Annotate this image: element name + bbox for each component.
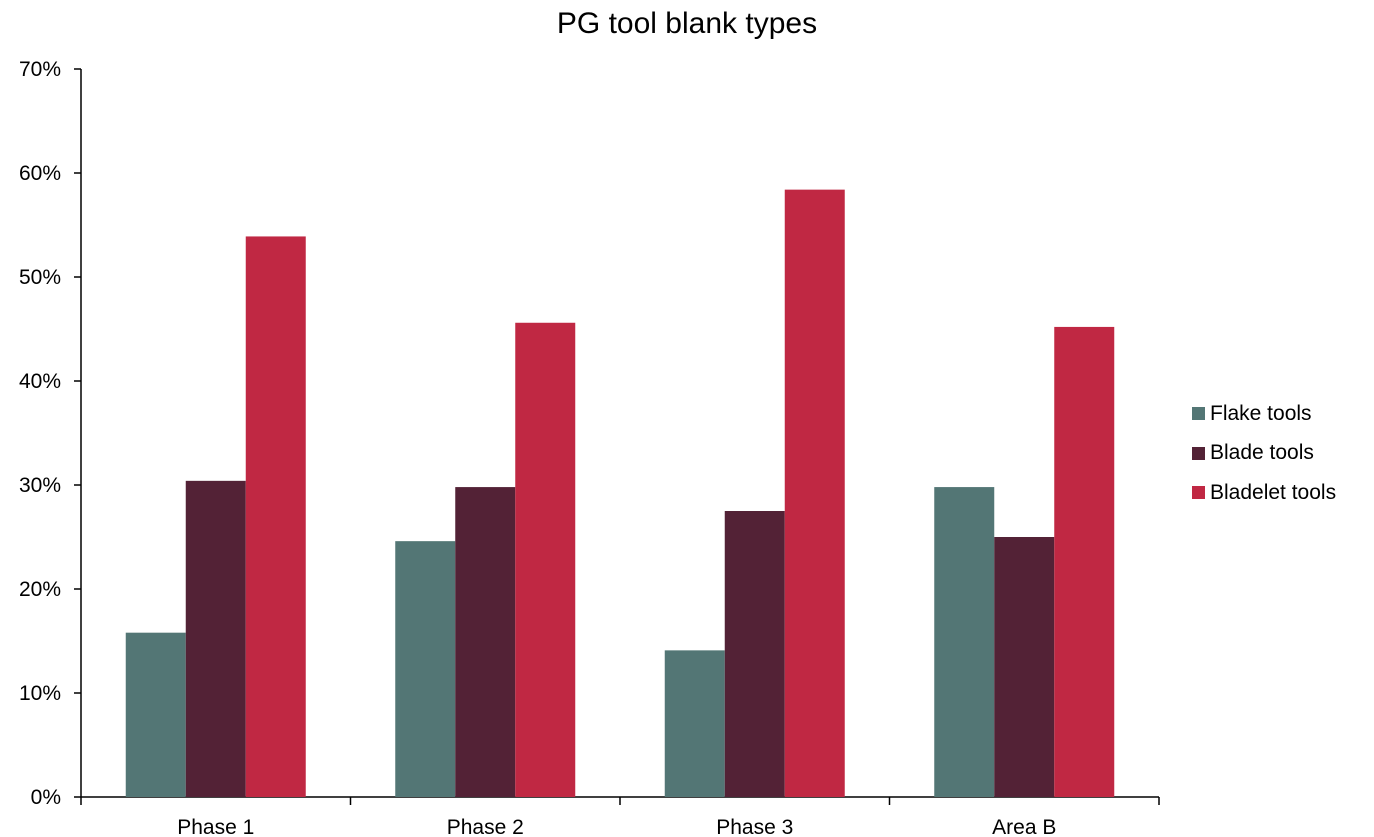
legend-item: Blade tools (1192, 434, 1372, 474)
bar-bladelet-tools-phase-1 (246, 236, 306, 797)
bar-flake-tools-phase-3 (665, 650, 725, 797)
y-tick-label: 0% (31, 786, 61, 809)
bar-blade-tools-phase-2 (455, 487, 515, 797)
bar-flake-tools-phase-2 (395, 541, 455, 797)
y-tick-label: 50% (19, 266, 61, 289)
bar-blade-tools-phase-1 (186, 481, 246, 797)
y-tick-label: 70% (19, 58, 61, 81)
bar-blade-tools-phase-3 (725, 511, 785, 797)
bar-blade-tools-area-b (994, 537, 1054, 797)
legend-swatch (1192, 407, 1205, 420)
legend-item: Flake tools (1192, 394, 1372, 434)
bar-flake-tools-area-b (934, 487, 994, 797)
bar-bladelet-tools-phase-2 (515, 323, 575, 797)
y-tick-label: 30% (19, 474, 61, 497)
bar-bladelet-tools-phase-3 (785, 190, 845, 797)
bar-flake-tools-phase-1 (126, 633, 186, 797)
legend-label: Blade tools (1210, 441, 1314, 465)
x-tick-label: Phase 1 (177, 816, 254, 837)
x-tick-label: Phase 2 (447, 816, 524, 837)
x-tick-label: Phase 3 (716, 816, 793, 837)
bars (126, 190, 1115, 797)
y-tick-label: 60% (19, 162, 61, 185)
bar-bladelet-tools-area-b (1054, 327, 1114, 797)
y-tick-label: 20% (19, 578, 61, 601)
legend-label: Bladelet tools (1210, 481, 1336, 505)
legend-swatch (1192, 447, 1205, 460)
y-axis: 0% 10% 20% 30% 40% 50% 60% 70% (19, 58, 81, 809)
legend-item: Bladelet tools (1192, 473, 1372, 513)
y-tick-label: 40% (19, 370, 61, 393)
legend-swatch (1192, 486, 1205, 499)
x-axis: Phase 1 Phase 2 Phase 3 Area B (81, 797, 1159, 837)
legend-label: Flake tools (1210, 402, 1312, 426)
x-tick-label: Area B (992, 816, 1056, 837)
legend: Flake tools Blade tools Bladelet tools (1192, 394, 1372, 513)
y-tick-label: 10% (19, 682, 61, 705)
